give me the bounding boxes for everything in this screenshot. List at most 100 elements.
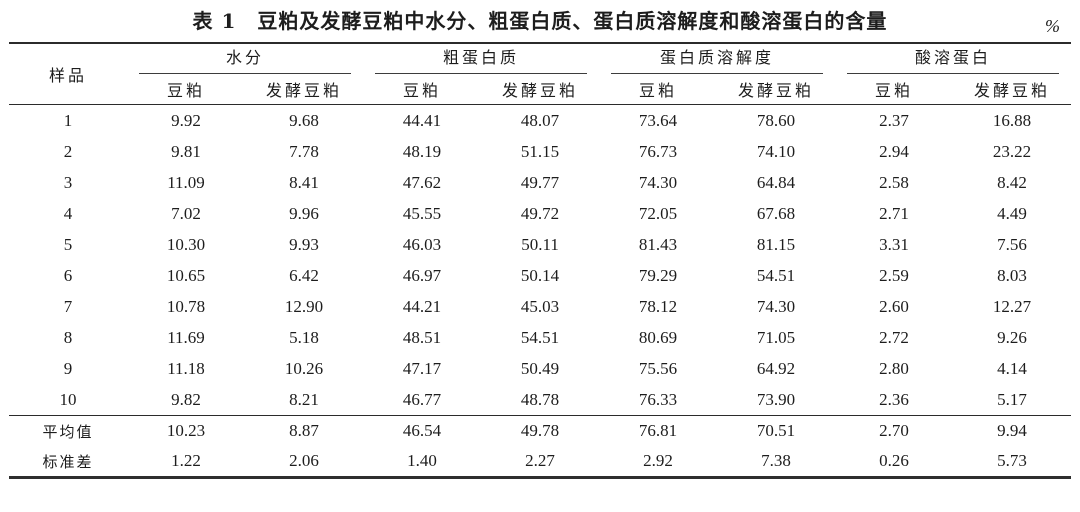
- value-cell: 9.26: [997, 327, 1027, 347]
- value-cell: 54.51: [520, 327, 560, 347]
- value-cell: 49.77: [520, 172, 560, 192]
- table-body: 1 9.92 9.68 44.41 48.07 73.64 78.60 2.37 16.88 2 9…: [9, 105, 1072, 478]
- group-header-label: 酸溶蛋白: [847, 44, 1060, 74]
- sample-cell: 7: [63, 296, 73, 316]
- value-cell: 2.36: [879, 389, 909, 409]
- table-row: 2 9.81 7.78 48.19 51.15 76.73 74.10 2.94 23.22: [9, 136, 1071, 167]
- value-cell: 49.72: [520, 203, 560, 223]
- value-cell: 45.03: [520, 296, 560, 316]
- value-cell: 46.54: [363, 415, 482, 446]
- group-header-4: 酸溶蛋白: [835, 43, 1071, 74]
- table-row: 5 10.30 9.93 46.03 50.11 81.43 81.15 3.31 7.56: [9, 229, 1071, 260]
- value-cell: 46.03: [402, 234, 442, 254]
- value-cell: 9.92: [171, 110, 201, 130]
- value-cell: 2.94: [879, 141, 909, 161]
- value-cell: 8.41: [289, 172, 319, 192]
- sample-cell: 5: [63, 234, 73, 254]
- value-cell: 2.27: [525, 451, 555, 470]
- value-cell: 76.81: [599, 415, 718, 446]
- value-cell: 10.26: [284, 358, 324, 378]
- value-cell: 23.22: [992, 141, 1032, 161]
- value-cell: 73.64: [638, 110, 678, 130]
- group-header-label: 粗蛋白质: [375, 44, 588, 74]
- sub-header: 发酵豆粕: [481, 74, 600, 105]
- sample-cell: 4: [63, 203, 73, 223]
- value-cell: 54.51: [756, 265, 796, 285]
- group-header-label: 蛋白质溶解度: [611, 44, 824, 74]
- sample-cell: 2: [63, 141, 73, 161]
- value-cell: 67.68: [756, 203, 796, 223]
- sample-cell: 1: [63, 110, 73, 130]
- table-row: 8 11.69 5.18 48.51 54.51 80.69 71.05 2.72 9.26: [9, 322, 1071, 353]
- sample-cell: 3: [63, 172, 73, 192]
- value-cell: 1.22: [171, 451, 201, 470]
- sample-cell: 8: [63, 327, 73, 347]
- value-cell: 51.15: [520, 141, 560, 161]
- table-row: 9 11.18 10.26 47.17 50.49 75.56 64.92 2.80 4.14: [9, 353, 1071, 384]
- value-cell: 2.37: [879, 110, 909, 130]
- sub-header: 发酵豆粕: [717, 74, 836, 105]
- value-cell: 2.71: [879, 203, 909, 223]
- value-cell: 12.90: [284, 296, 324, 316]
- header-sub-row: 豆粕 发酵豆粕 豆粕 发酵豆粕 豆粕 发酵豆粕 豆粕 发酵豆粕: [9, 74, 1072, 105]
- table-row: 4 7.02 9.96 45.55 49.72 72.05 67.68 2.71 4.49: [9, 198, 1071, 229]
- value-cell: 9.93: [289, 234, 319, 254]
- value-cell: 48.07: [520, 110, 560, 130]
- sample-cell: 标准差: [42, 454, 94, 471]
- table-row: 7 10.78 12.90 44.21 45.03 78.12 74.30 2.60 12.27: [9, 291, 1071, 322]
- value-cell: 4.49: [997, 203, 1027, 223]
- value-cell: 2.60: [879, 296, 909, 316]
- value-cell: 9.96: [289, 203, 319, 223]
- group-header-label: 水分: [139, 44, 352, 74]
- sample-cell: 9: [63, 358, 73, 378]
- value-cell: 7.38: [761, 451, 791, 470]
- data-table: 样品 水分 粗蛋白质 蛋白质溶解度 酸溶蛋白 豆粕 发酵豆粕 豆粕 发酵豆粕 豆粕 发酵豆粕 豆粕…: [9, 42, 1072, 479]
- sample-cell: 6: [63, 265, 73, 285]
- value-cell: 44.41: [402, 110, 442, 130]
- table-row: 6 10.65 6.42 46.97 50.14 79.29 54.51 2.59 8.03: [9, 260, 1071, 291]
- value-cell: 2.80: [879, 358, 909, 378]
- unit-label: %: [1045, 16, 1060, 36]
- summary-row: 平均值 10.23 8.87 46.54 49.78 76.81 70.51 2.70 9.94: [9, 415, 1072, 446]
- value-cell: 10.30: [166, 234, 206, 254]
- value-cell: 10.78: [166, 296, 206, 316]
- value-cell: 5.73: [997, 451, 1027, 470]
- value-cell: 10.65: [166, 265, 206, 285]
- value-cell: 70.51: [717, 415, 836, 446]
- value-cell: 81.43: [638, 234, 678, 254]
- group-header-1: 水分: [127, 43, 363, 74]
- value-cell: 72.05: [638, 203, 678, 223]
- value-cell: 7.02: [171, 203, 201, 223]
- value-cell: 64.84: [756, 172, 796, 192]
- value-cell: 12.27: [992, 296, 1032, 316]
- value-cell: 76.73: [638, 141, 678, 161]
- value-cell: 7.78: [289, 141, 319, 161]
- value-cell: 7.56: [997, 234, 1027, 254]
- value-cell: 64.92: [756, 358, 796, 378]
- sample-column-header: 样品: [9, 43, 127, 105]
- value-cell: 80.69: [638, 327, 678, 347]
- sub-header: 发酵豆粕: [245, 74, 364, 105]
- value-cell: 8.03: [997, 265, 1027, 285]
- table-row: 10 9.82 8.21 46.77 48.78 76.33 73.90 2.36 5.17: [9, 384, 1071, 416]
- value-cell: 9.82: [171, 389, 201, 409]
- value-cell: 74.30: [756, 296, 796, 316]
- value-cell: 8.42: [997, 172, 1027, 192]
- sub-header: 发酵豆粕: [953, 74, 1072, 105]
- summary-row: 标准差 1.22 2.06 1.40 2.27 2.92 7.38 0.26 5.73: [9, 446, 1071, 478]
- value-cell: 47.62: [402, 172, 442, 192]
- value-cell: 79.29: [638, 265, 678, 285]
- value-cell: 47.17: [402, 358, 442, 378]
- value-cell: 73.90: [756, 389, 796, 409]
- value-cell: 81.15: [756, 234, 796, 254]
- value-cell: 2.59: [879, 265, 909, 285]
- value-cell: 5.18: [289, 327, 319, 347]
- group-header-2: 粗蛋白质: [363, 43, 599, 74]
- value-cell: 9.81: [171, 141, 201, 161]
- value-cell: 8.21: [289, 389, 319, 409]
- sample-cell: 10: [59, 389, 77, 409]
- header-group-row: 样品 水分 粗蛋白质 蛋白质溶解度 酸溶蛋白: [9, 43, 1071, 105]
- value-cell: 4.14: [997, 358, 1027, 378]
- value-cell: 45.55: [402, 203, 442, 223]
